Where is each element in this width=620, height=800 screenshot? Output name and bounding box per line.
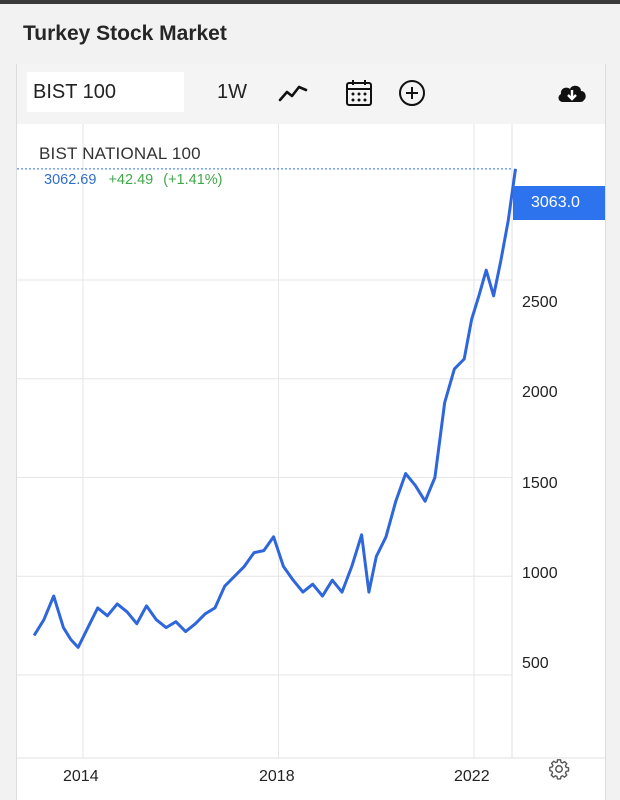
x-tick-label: 2022 [454,768,490,785]
quote-line: 3062.69 +42.49 (+1.41%) [44,172,223,188]
app-header: Turkey Stock Market [0,4,620,62]
line-chart-icon[interactable] [278,78,308,108]
status-bar-edge [0,0,620,4]
last-price-tag: 3063.0 [513,186,605,220]
interval-button[interactable]: 1W [217,81,247,103]
symbol-search-input[interactable]: BIST 100 [27,72,184,112]
chart-grid [17,124,512,758]
chart-toolbar: BIST 100 1W [17,64,605,124]
series-line-bist100 [32,168,517,649]
x-tick-label: 2014 [63,768,99,785]
index-name: BIST NATIONAL 100 [39,144,201,163]
calendar-icon[interactable] [344,78,374,108]
cloud-download-icon[interactable] [555,78,589,108]
chart-widget: BIST 100 1W [16,64,606,800]
gear-icon[interactable] [548,758,570,780]
quote-price: 3062.69 [44,172,97,188]
y-tick-label: 1000 [522,565,558,582]
quote-change: +42.49 [108,172,154,188]
x-tick-label: 2018 [259,768,295,785]
y-tick-label: 500 [522,655,549,672]
quote-change-pct: (+1.41%) [163,172,223,188]
y-tick-label: 2500 [522,294,558,311]
page-title: Turkey Stock Market [23,22,227,45]
y-tick-label: 1500 [522,475,558,492]
y-tick-label: 2000 [522,384,558,401]
chart-area[interactable] [17,124,605,800]
chart-svg [17,124,605,759]
add-circle-icon[interactable] [397,78,427,108]
